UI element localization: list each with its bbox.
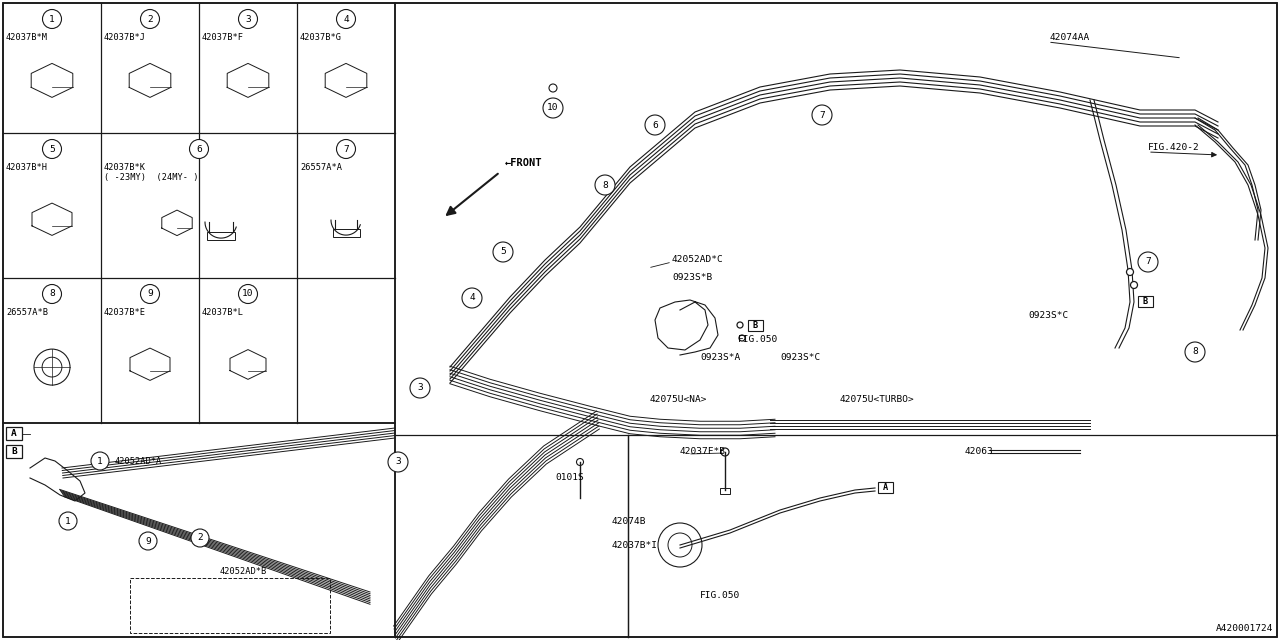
Text: 8: 8 bbox=[602, 180, 608, 189]
Circle shape bbox=[191, 529, 209, 547]
Bar bbox=[3, 3, 396, 423]
Text: 3: 3 bbox=[396, 458, 401, 467]
Text: 8: 8 bbox=[1192, 348, 1198, 356]
Circle shape bbox=[645, 115, 666, 135]
Bar bbox=[719, 488, 730, 494]
Bar bbox=[3, 423, 396, 637]
Text: 26557A*A: 26557A*A bbox=[300, 163, 342, 172]
Text: 4: 4 bbox=[470, 294, 475, 303]
Text: 42037F*B: 42037F*B bbox=[680, 447, 726, 456]
Text: 0923S*B: 0923S*B bbox=[672, 273, 712, 282]
Text: 42037B*H: 42037B*H bbox=[6, 163, 49, 172]
Circle shape bbox=[1138, 252, 1158, 272]
Text: 42037B*L: 42037B*L bbox=[202, 308, 244, 317]
Text: 7: 7 bbox=[819, 111, 824, 120]
Circle shape bbox=[42, 10, 61, 29]
Text: 0101S: 0101S bbox=[556, 474, 584, 483]
Circle shape bbox=[1185, 342, 1204, 362]
Text: FIG.050: FIG.050 bbox=[700, 591, 740, 600]
Text: 1: 1 bbox=[49, 15, 55, 24]
Text: 6: 6 bbox=[196, 145, 202, 154]
Circle shape bbox=[42, 140, 61, 159]
Text: B: B bbox=[753, 321, 758, 330]
Circle shape bbox=[238, 285, 257, 303]
Text: 3: 3 bbox=[246, 15, 251, 24]
Text: 2: 2 bbox=[147, 15, 152, 24]
Circle shape bbox=[337, 140, 356, 159]
Bar bbox=[396, 3, 1277, 637]
Bar bbox=[1138, 296, 1153, 307]
Bar bbox=[6, 445, 22, 458]
Circle shape bbox=[410, 378, 430, 398]
Text: A: A bbox=[12, 429, 17, 438]
Text: 42037B*M: 42037B*M bbox=[6, 33, 49, 42]
Text: 42075U<TURBO>: 42075U<TURBO> bbox=[840, 396, 915, 404]
Text: 8: 8 bbox=[49, 289, 55, 298]
Text: 42052AD*A: 42052AD*A bbox=[115, 456, 163, 465]
Text: 42037B*I: 42037B*I bbox=[612, 541, 658, 550]
Circle shape bbox=[59, 512, 77, 530]
Text: 42052AD*C: 42052AD*C bbox=[672, 255, 723, 264]
Text: 42037B*F: 42037B*F bbox=[202, 33, 244, 42]
Text: 26557A*B: 26557A*B bbox=[6, 308, 49, 317]
Text: 42037B*J: 42037B*J bbox=[104, 33, 146, 42]
Circle shape bbox=[238, 10, 257, 29]
Text: 6: 6 bbox=[652, 120, 658, 129]
Text: 9: 9 bbox=[147, 289, 152, 298]
Text: 7: 7 bbox=[343, 145, 349, 154]
Text: 10: 10 bbox=[242, 289, 253, 298]
Circle shape bbox=[462, 288, 483, 308]
Bar bbox=[131, 578, 330, 633]
Text: 7: 7 bbox=[1146, 257, 1151, 266]
Text: 0923S*A: 0923S*A bbox=[700, 353, 740, 362]
Bar bbox=[878, 482, 893, 493]
Circle shape bbox=[595, 175, 614, 195]
Text: 1: 1 bbox=[97, 456, 102, 465]
Circle shape bbox=[737, 322, 742, 328]
Circle shape bbox=[388, 452, 408, 472]
Text: 42074B: 42074B bbox=[612, 518, 646, 527]
Text: 42075U<NA>: 42075U<NA> bbox=[650, 396, 708, 404]
Circle shape bbox=[543, 98, 563, 118]
Circle shape bbox=[91, 452, 109, 470]
Text: 10: 10 bbox=[548, 104, 559, 113]
Text: FIG.420-2: FIG.420-2 bbox=[1148, 143, 1199, 152]
Text: 42074AA: 42074AA bbox=[1050, 33, 1091, 42]
Text: 0923S*C: 0923S*C bbox=[1028, 312, 1069, 321]
Text: 42052AD*B: 42052AD*B bbox=[220, 566, 268, 575]
Circle shape bbox=[189, 140, 209, 159]
Text: 0923S*C: 0923S*C bbox=[780, 353, 820, 362]
Circle shape bbox=[1130, 282, 1138, 289]
Text: 3: 3 bbox=[417, 383, 422, 392]
Text: 42037B*G: 42037B*G bbox=[300, 33, 342, 42]
Circle shape bbox=[337, 10, 356, 29]
Text: 42063: 42063 bbox=[965, 447, 993, 456]
Text: 1: 1 bbox=[65, 516, 70, 525]
Text: B: B bbox=[12, 447, 17, 456]
Circle shape bbox=[42, 285, 61, 303]
Text: 9: 9 bbox=[145, 536, 151, 545]
Text: A: A bbox=[883, 483, 888, 492]
Bar bbox=[6, 427, 22, 440]
Circle shape bbox=[140, 532, 157, 550]
Text: 5: 5 bbox=[500, 248, 506, 257]
Text: 42037B*E: 42037B*E bbox=[104, 308, 146, 317]
Text: B: B bbox=[1143, 297, 1148, 306]
Circle shape bbox=[493, 242, 513, 262]
Text: FIG.050: FIG.050 bbox=[739, 335, 778, 344]
Text: 42037B*K
( -23MY)  (24MY- ): 42037B*K ( -23MY) (24MY- ) bbox=[104, 163, 198, 182]
Bar bbox=[748, 320, 763, 331]
Circle shape bbox=[141, 285, 160, 303]
Text: 2: 2 bbox=[197, 534, 202, 543]
Text: A420001724: A420001724 bbox=[1216, 624, 1274, 633]
Text: 4: 4 bbox=[343, 15, 349, 24]
Text: 5: 5 bbox=[49, 145, 55, 154]
Circle shape bbox=[739, 335, 745, 341]
Text: ←FRONT: ←FRONT bbox=[506, 158, 543, 168]
Circle shape bbox=[141, 10, 160, 29]
Circle shape bbox=[1126, 269, 1134, 275]
Circle shape bbox=[812, 105, 832, 125]
